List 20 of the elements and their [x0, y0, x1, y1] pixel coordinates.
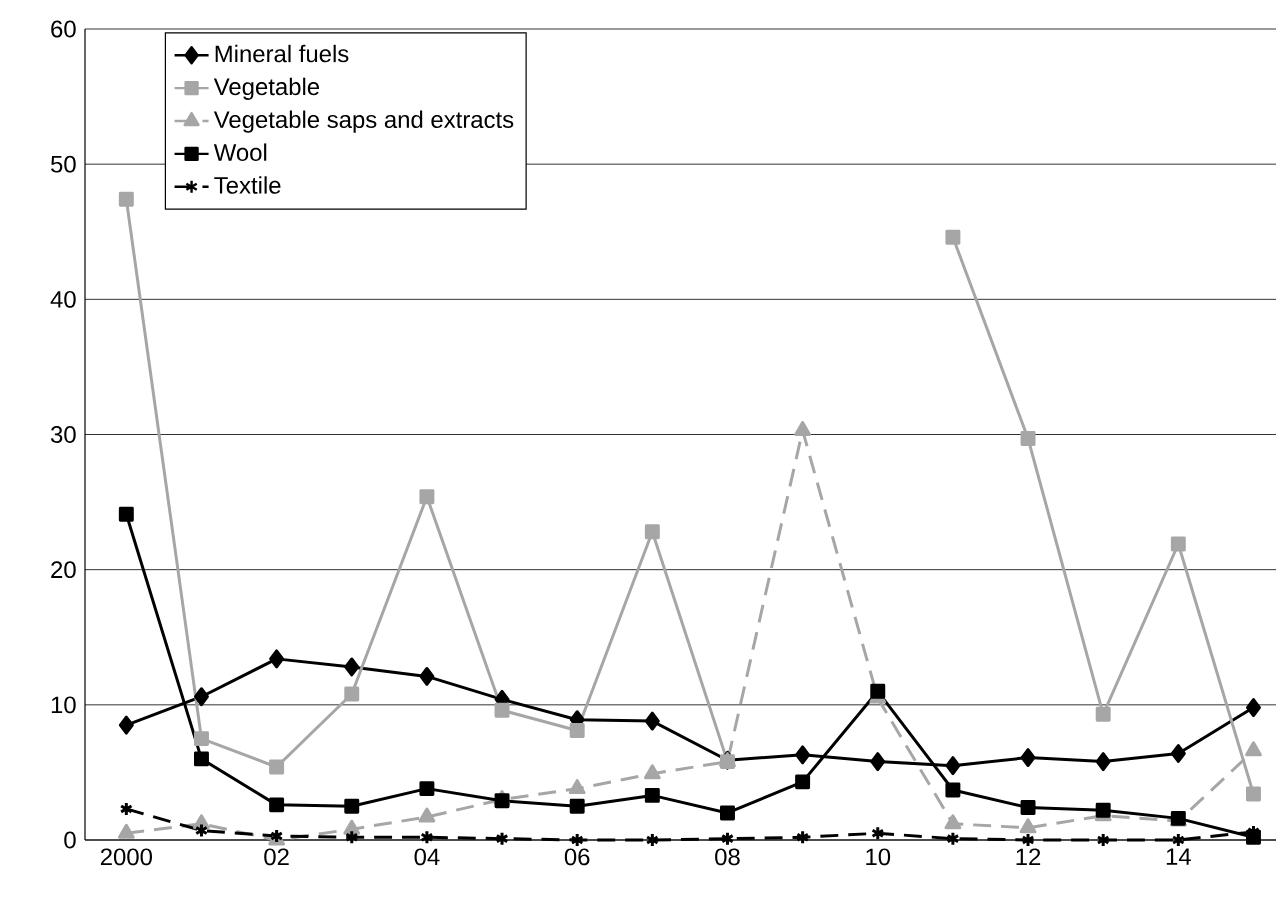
- y-tick-label: 30: [50, 426, 76, 443]
- legend-label: Vegetable saps and extracts: [213, 110, 514, 133]
- x-tick-label: 08: [715, 848, 740, 866]
- y-tick-label: 10: [51, 696, 76, 714]
- x-tick-label: 10: [866, 848, 891, 866]
- y-tick-label: 50: [51, 155, 76, 173]
- x-tick-label: 02: [264, 848, 289, 866]
- legend-label: Wool: [213, 143, 267, 161]
- legend-label: Mineral fuels: [215, 44, 349, 63]
- x-tick-label: 12: [1016, 848, 1041, 866]
- y-tick-label: 0: [64, 831, 76, 849]
- y-tick-label: 20: [51, 561, 76, 579]
- legend-label: Textile: [214, 176, 281, 194]
- x-tick-label: 2000: [100, 848, 152, 866]
- y-tick-label: 40: [50, 290, 76, 308]
- legend-label: Vegetable: [213, 77, 320, 100]
- x-tick-label: 04: [414, 848, 440, 866]
- x-tick-label: 06: [564, 848, 590, 866]
- y-tick-label: 60: [51, 20, 76, 38]
- x-tick-label: 14: [1166, 848, 1191, 865]
